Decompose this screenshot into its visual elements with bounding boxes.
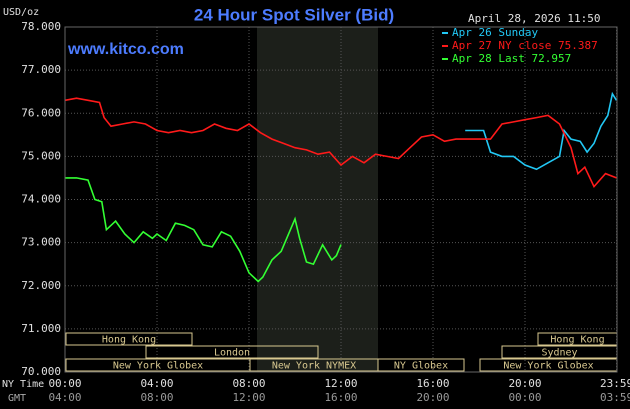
session-box: [377, 358, 465, 372]
legend-label: Apr 27 NY close 75.387: [452, 39, 598, 52]
y-tick-label: 73.000: [21, 236, 61, 249]
gmt-tick-label: 03:59: [600, 391, 630, 404]
x-tick-label: 23:59: [600, 377, 630, 390]
x-tick-label: 16:00: [416, 377, 449, 390]
x-tick-label: 08:00: [232, 377, 265, 390]
session-label: NY Globex: [394, 361, 448, 372]
session-box: [145, 345, 319, 359]
session-label: New York Globex: [503, 361, 593, 372]
y-tick-label: 71.000: [21, 322, 61, 335]
gmt-tick-label: 04:00: [48, 391, 81, 404]
session-label: New York Globex: [113, 361, 203, 372]
x-tick-label: 20:00: [508, 377, 541, 390]
legend-label: Apr 26 Sunday: [452, 26, 538, 39]
x-tick-label: 04:00: [140, 377, 173, 390]
x-row-label: NY Time: [2, 379, 44, 390]
session-label: Hong Kong: [550, 335, 604, 346]
plot-frame: [64, 26, 618, 373]
y-tick-label: 70.000: [21, 365, 61, 378]
gmt-tick-label: 12:00: [232, 391, 265, 404]
y-tick-label: 76.000: [21, 106, 61, 119]
legend-label: Apr 28 Last 72.957: [452, 52, 571, 65]
series-line: [65, 177, 342, 283]
timestamp: April 28, 2026 11:50: [468, 12, 600, 25]
session-label: London: [214, 348, 250, 359]
y-axis-unit: USD/oz: [3, 7, 39, 18]
session-label: Sydney: [541, 348, 577, 359]
y-tick-label: 72.000: [21, 279, 61, 292]
session-box: [65, 332, 193, 346]
session-label: Hong Kong: [102, 335, 156, 346]
y-tick-label: 77.000: [21, 63, 61, 76]
session-label: New York NYMEX: [272, 361, 356, 372]
series-line: [465, 91, 618, 171]
x-tick-label: 00:00: [48, 377, 81, 390]
y-tick-label: 78.000: [21, 20, 61, 33]
series-line: [64, 97, 617, 189]
y-tick-label: 74.000: [21, 193, 61, 206]
gmt-tick-label: 16:00: [324, 391, 357, 404]
gmt-tick-label: 08:00: [140, 391, 173, 404]
x-row-label: GMT: [8, 393, 26, 404]
x-tick-label: 12:00: [324, 377, 357, 390]
chart-title: 24 Hour Spot Silver (Bid): [194, 5, 394, 24]
source-label: www.kitco.com: [67, 41, 184, 58]
gmt-tick-label: 20:00: [416, 391, 449, 404]
gmt-tick-label: 00:00: [508, 391, 541, 404]
y-tick-label: 75.000: [21, 149, 61, 162]
